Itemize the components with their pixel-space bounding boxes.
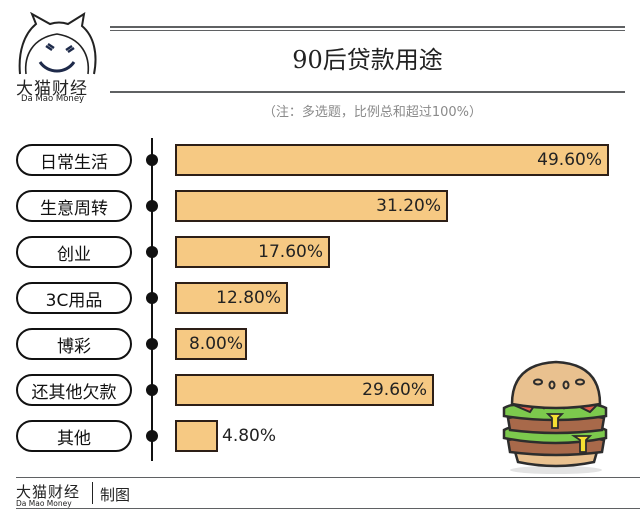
axis-dot <box>146 430 158 442</box>
chart-row: 创业 17.60% <box>0 234 640 270</box>
bar <box>175 328 247 360</box>
header-top-rule <box>110 26 625 28</box>
brand-name-cn: 大猫财经 <box>16 79 88 99</box>
category-label: 3C用品 <box>16 282 132 314</box>
category-label: 创业 <box>16 236 132 268</box>
chart-note: （注：多选题，比例总和超过100%） <box>262 105 482 120</box>
bar-value: 4.80% <box>222 426 277 446</box>
chart-row: 生意周转 31.20% <box>0 188 640 224</box>
footer-top-rule <box>16 477 640 478</box>
chart-row: 博彩 8.00% <box>0 326 640 362</box>
category-label: 其他 <box>16 420 132 452</box>
axis-dot <box>146 200 158 212</box>
footer-bottom-rule <box>16 508 640 509</box>
bar <box>175 190 448 222</box>
bar-value: 17.60% <box>258 242 323 262</box>
footer-separator <box>92 482 93 504</box>
chart-title: 90后贷款用途 <box>292 46 443 74</box>
category-label: 博彩 <box>16 328 132 360</box>
bar-value: 31.20% <box>376 196 441 216</box>
chart-row: 还其他欠款 29.60% <box>0 372 640 408</box>
cat-logo-icon <box>18 12 97 75</box>
category-label: 还其他欠款 <box>16 374 132 406</box>
bar <box>175 420 218 452</box>
hamburger-icon <box>502 360 608 474</box>
header-top-rule-thin <box>110 30 625 31</box>
footer-brand-en: Da Mao Money <box>16 499 72 508</box>
chart-row: 3C用品 12.80% <box>0 280 640 316</box>
bar <box>175 144 609 176</box>
bar <box>175 374 434 406</box>
chart-row: 其他 4.80% <box>0 418 640 454</box>
axis-dot <box>146 246 158 258</box>
category-label: 日常生活 <box>16 144 132 176</box>
axis-dot <box>146 384 158 396</box>
axis-dot <box>146 292 158 304</box>
bar-value: 29.60% <box>362 380 427 400</box>
bar-value: 49.60% <box>537 150 602 170</box>
bar <box>175 236 330 268</box>
footer-credit: 制图 <box>100 486 131 504</box>
bar <box>175 282 288 314</box>
brand-name-en: Da Mao Money <box>21 94 85 104</box>
axis-dot <box>146 154 158 166</box>
bar-value: 12.80% <box>216 288 281 308</box>
bar-value: 8.00% <box>188 334 243 354</box>
chart-row: 日常生活 49.60% <box>0 142 640 178</box>
category-label: 生意周转 <box>16 190 132 222</box>
header-bottom-rule <box>110 91 625 93</box>
axis-dot <box>146 338 158 350</box>
footer-brand-cn: 大猫财经 <box>16 483 81 501</box>
